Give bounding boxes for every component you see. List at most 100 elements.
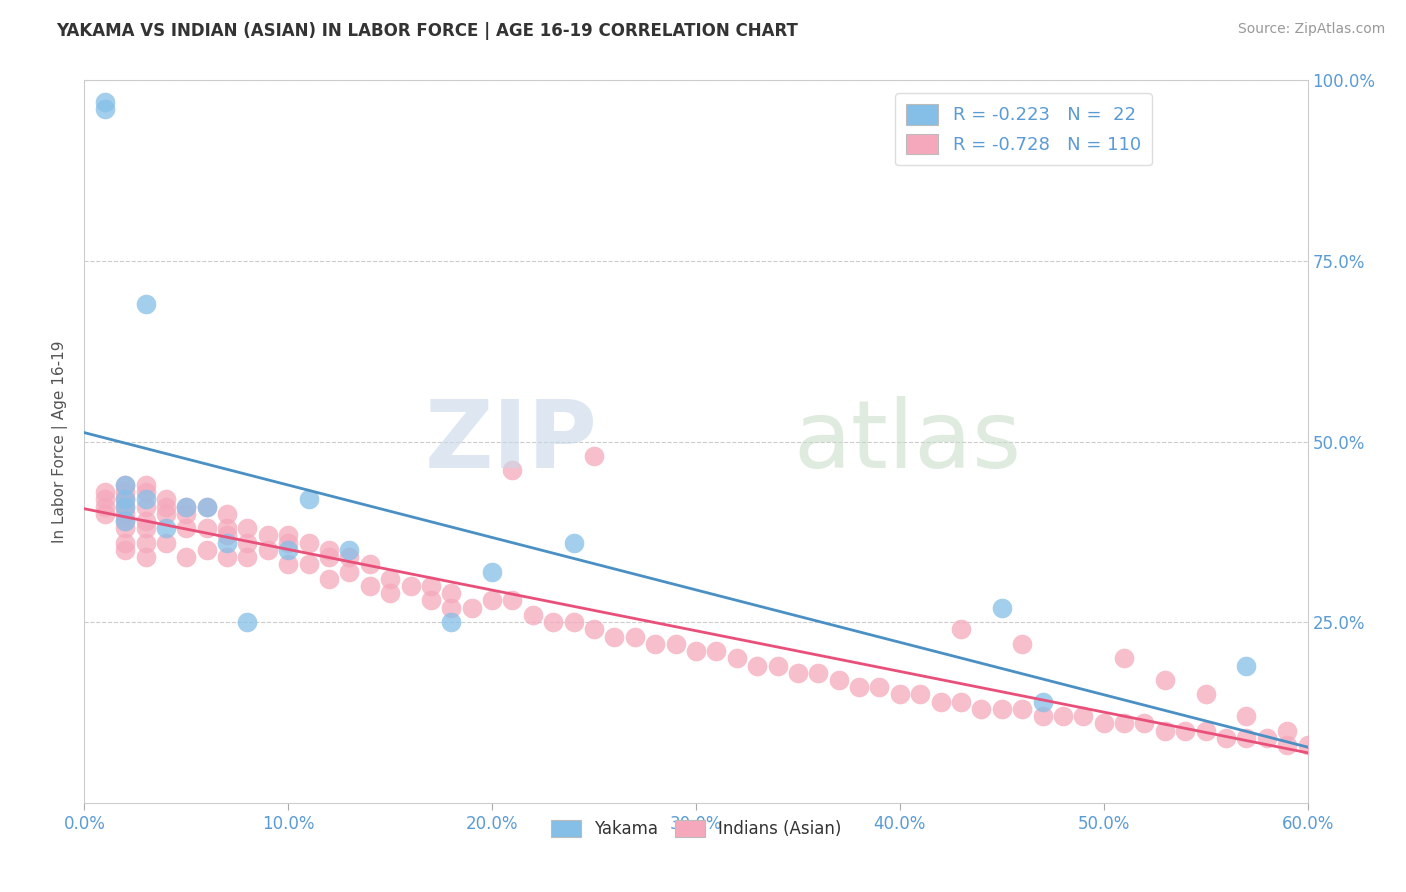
Point [1073, 709, 1095, 723]
Point [502, 593, 524, 607]
Point [298, 492, 321, 507]
Point [950, 623, 973, 637]
Point [725, 651, 748, 665]
Point [1154, 673, 1177, 687]
Point [1277, 738, 1299, 752]
Point [1236, 709, 1258, 723]
Point [359, 558, 381, 572]
Legend: Yakama, Indians (Asian): Yakama, Indians (Asian) [544, 814, 848, 845]
Point [318, 550, 340, 565]
Point [236, 521, 259, 535]
Point [298, 558, 321, 572]
Point [1215, 731, 1237, 745]
Point [1011, 637, 1033, 651]
Point [339, 542, 361, 557]
Point [217, 521, 239, 535]
Point [217, 528, 239, 542]
Point [277, 542, 299, 557]
Point [217, 507, 239, 521]
Point [807, 665, 830, 680]
Point [318, 572, 340, 586]
Text: atlas: atlas [794, 395, 1022, 488]
Point [155, 492, 177, 507]
Point [277, 558, 299, 572]
Point [236, 550, 259, 565]
Point [257, 528, 280, 542]
Point [1032, 695, 1054, 709]
Point [1236, 731, 1258, 745]
Point [1195, 687, 1218, 701]
Point [217, 535, 239, 549]
Point [174, 500, 197, 514]
Point [114, 492, 136, 507]
Point [991, 702, 1014, 716]
Point [766, 658, 789, 673]
Point [1092, 716, 1115, 731]
Point [440, 615, 463, 630]
Point [787, 665, 810, 680]
Point [114, 507, 136, 521]
Point [644, 637, 666, 651]
Point [665, 637, 688, 651]
Y-axis label: In Labor Force | Age 16-19: In Labor Force | Age 16-19 [52, 340, 69, 543]
Point [195, 500, 218, 514]
Point [848, 680, 870, 694]
Point [114, 542, 136, 557]
Point [195, 500, 218, 514]
Point [1277, 723, 1299, 738]
Point [93, 500, 115, 514]
Point [562, 535, 585, 549]
Point [950, 695, 973, 709]
Point [1195, 723, 1218, 738]
Point [461, 600, 484, 615]
Point [929, 695, 952, 709]
Point [93, 507, 115, 521]
Point [440, 600, 463, 615]
Point [380, 572, 402, 586]
Point [380, 586, 402, 600]
Point [522, 607, 544, 622]
Point [257, 542, 280, 557]
Point [747, 658, 769, 673]
Point [603, 630, 626, 644]
Point [114, 535, 136, 549]
Point [991, 600, 1014, 615]
Point [562, 615, 585, 630]
Point [236, 535, 259, 549]
Point [195, 542, 218, 557]
Point [93, 95, 115, 109]
Point [114, 492, 136, 507]
Point [155, 507, 177, 521]
Point [93, 485, 115, 500]
Point [828, 673, 851, 687]
Point [910, 687, 932, 701]
Point [685, 644, 707, 658]
Point [339, 550, 361, 565]
Point [174, 500, 197, 514]
Point [543, 615, 565, 630]
Point [135, 485, 157, 500]
Point [93, 102, 115, 116]
Point [889, 687, 911, 701]
Point [135, 297, 157, 311]
Text: ZIP: ZIP [425, 395, 598, 488]
Point [135, 478, 157, 492]
Point [135, 500, 157, 514]
Point [93, 492, 115, 507]
Point [135, 514, 157, 528]
Point [135, 492, 157, 507]
Point [359, 579, 381, 593]
Text: YAKAMA VS INDIAN (ASIAN) IN LABOR FORCE | AGE 16-19 CORRELATION CHART: YAKAMA VS INDIAN (ASIAN) IN LABOR FORCE … [56, 22, 799, 40]
Point [1032, 709, 1054, 723]
Point [318, 542, 340, 557]
Point [1052, 709, 1074, 723]
Point [114, 500, 136, 514]
Point [114, 521, 136, 535]
Point [155, 535, 177, 549]
Point [1236, 658, 1258, 673]
Point [236, 615, 259, 630]
Point [114, 514, 136, 528]
Point [174, 521, 197, 535]
Point [583, 449, 606, 463]
Point [420, 593, 443, 607]
